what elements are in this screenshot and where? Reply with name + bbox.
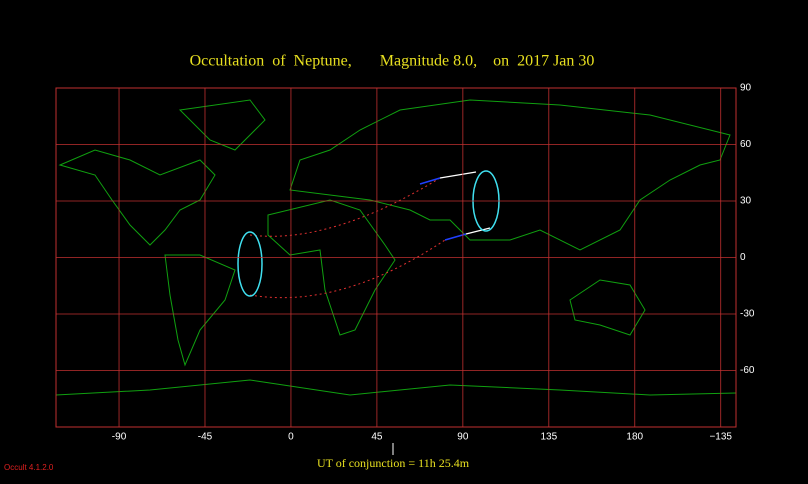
- y-tick-label: 0: [740, 252, 746, 263]
- map-frame: [55, 87, 737, 428]
- x-tick-label: −135: [709, 432, 732, 443]
- y-tick-label: -60: [740, 365, 755, 376]
- caption: UT of conjunction = 11h 25.4m: [317, 456, 470, 470]
- x-tick-label: 0: [288, 432, 294, 443]
- x-tick-label: -90: [112, 432, 127, 443]
- version: Occult 4.1.2.0: [4, 463, 54, 472]
- x-tick-label: 135: [540, 432, 557, 443]
- y-tick-label: -30: [740, 309, 755, 320]
- y-tick-label: 90: [740, 83, 752, 94]
- x-tick-label: 180: [626, 432, 643, 443]
- x-tick-label: 45: [371, 432, 383, 443]
- x-tick-label: -45: [198, 432, 213, 443]
- y-tick-label: 30: [740, 196, 752, 207]
- y-tick-label: 60: [740, 139, 752, 150]
- title: Occultation of Neptune, Magnitude 8.0, o…: [190, 53, 595, 70]
- x-tick-label: 90: [457, 432, 469, 443]
